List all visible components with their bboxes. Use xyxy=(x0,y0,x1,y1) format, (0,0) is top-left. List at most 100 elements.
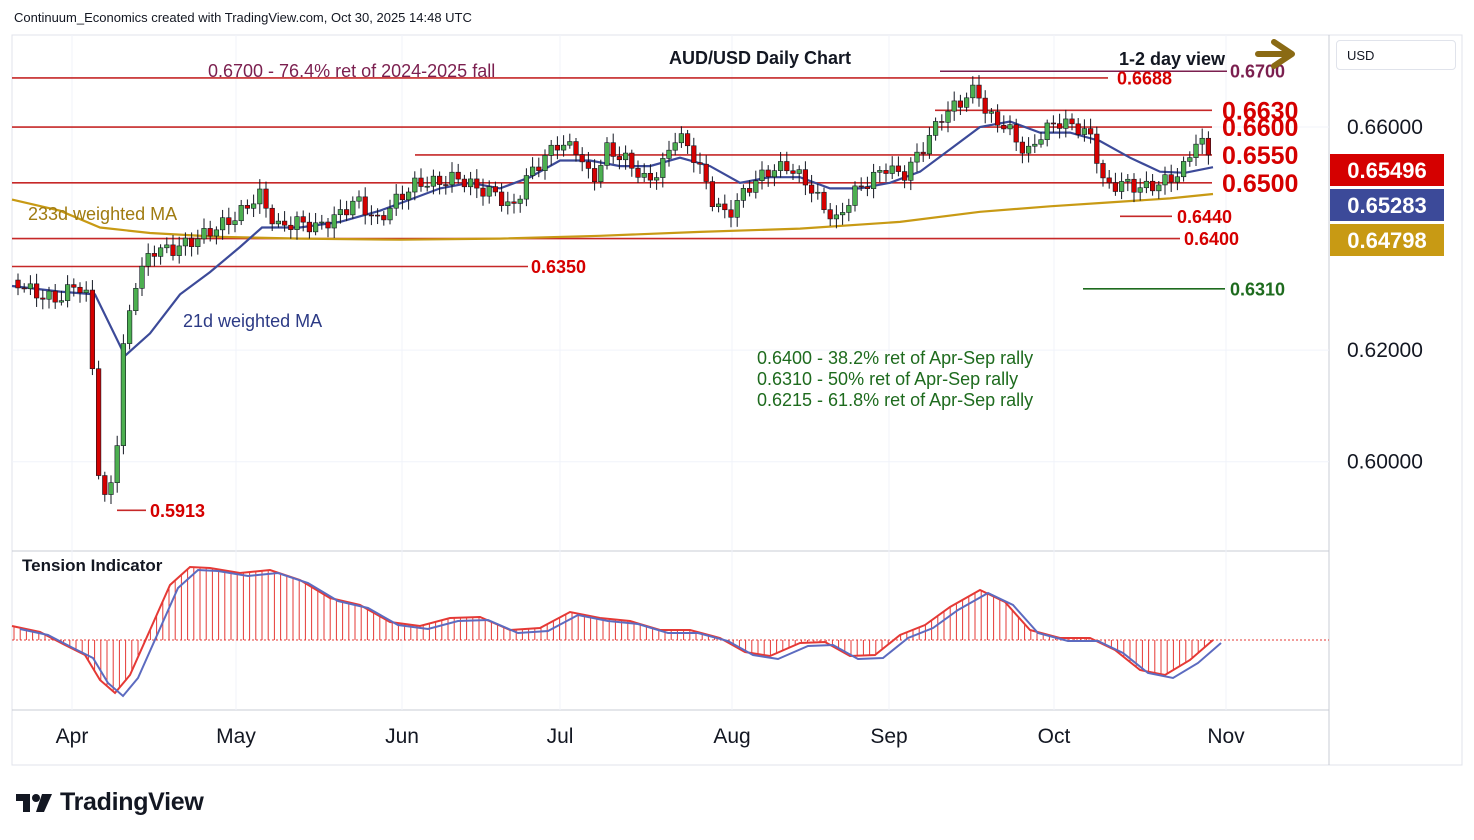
candle-body xyxy=(970,84,976,99)
candle-body xyxy=(684,133,691,147)
candle-body xyxy=(15,279,21,289)
candle-body xyxy=(858,185,864,188)
candle-body xyxy=(281,220,288,226)
candle-body xyxy=(176,245,182,256)
candle-body xyxy=(883,170,889,174)
candle-body xyxy=(1044,122,1050,140)
candle-body xyxy=(827,209,833,220)
x-tick-label: Nov xyxy=(1207,725,1245,748)
candle-body xyxy=(120,343,126,446)
candle-body xyxy=(932,121,939,136)
candle-body xyxy=(343,209,350,216)
candle-body xyxy=(1199,137,1205,145)
chart-title: AUD/USD Daily Chart xyxy=(669,48,851,68)
candle-body xyxy=(1131,178,1137,193)
ma233-path xyxy=(11,192,1214,241)
tradingview-logo[interactable]: TradingView xyxy=(14,788,204,817)
ma233-line xyxy=(11,192,1214,241)
candle-body xyxy=(1137,187,1143,193)
candle-body xyxy=(1057,123,1063,129)
candle-body xyxy=(796,169,802,174)
candle-body xyxy=(815,191,821,194)
tension-label: Tension Indicator xyxy=(22,556,163,575)
candle-body xyxy=(734,200,740,218)
candle-body xyxy=(232,220,238,225)
support-resistance-levels: 0.67000.66880.66300.66000.65500.65000.64… xyxy=(12,62,1298,521)
candle-body xyxy=(1150,180,1156,192)
chart-header: Continuum_Economics created with Trading… xyxy=(14,10,472,25)
candle-body xyxy=(1205,137,1211,156)
candle-body xyxy=(486,186,492,197)
candle-body xyxy=(728,209,734,218)
candle-body xyxy=(1156,184,1162,192)
x-tick-label: Jun xyxy=(385,725,419,748)
tension-indicator xyxy=(11,565,1329,698)
candle-body xyxy=(102,475,108,495)
candle-body xyxy=(449,171,455,186)
candle-body xyxy=(1050,122,1056,125)
candle-body xyxy=(951,100,957,112)
candle-body xyxy=(498,191,505,206)
level-label: 0.6688 xyxy=(1117,68,1172,88)
candle-body xyxy=(616,156,622,161)
candle-body xyxy=(350,200,356,216)
candle-body xyxy=(598,165,604,182)
candle-body xyxy=(306,221,313,233)
retracement-note-1: 0.6400 - 38.2% ret of Apr-Sep rally xyxy=(757,348,1033,368)
candle-body xyxy=(567,141,573,146)
candle-body xyxy=(908,161,914,181)
candle-body xyxy=(864,186,870,189)
candle-body xyxy=(604,142,610,166)
arrow-right-icon xyxy=(1255,39,1295,69)
candle-body xyxy=(691,145,697,163)
candle-body xyxy=(312,222,319,233)
candle-body xyxy=(220,217,226,231)
ma233-label: 233d weighted MA xyxy=(28,204,177,224)
candle-body xyxy=(610,142,616,157)
candle-body xyxy=(1038,139,1044,145)
candle-body xyxy=(201,228,207,240)
candle-body xyxy=(839,212,846,216)
candle-body xyxy=(1007,124,1013,130)
x-tick-label: Sep xyxy=(870,725,907,748)
candle-body xyxy=(33,283,40,299)
candle-body xyxy=(65,284,71,301)
candle-body xyxy=(158,247,164,257)
candle-body xyxy=(362,196,368,216)
x-tick-label: Oct xyxy=(1038,725,1071,748)
candle-body xyxy=(474,178,480,189)
candle-body xyxy=(877,170,883,173)
candle-body xyxy=(746,188,753,193)
candle-body xyxy=(393,193,399,209)
candle-body xyxy=(46,290,52,300)
candle-body xyxy=(195,238,201,247)
candle-body xyxy=(182,237,189,247)
candle-body xyxy=(529,166,536,176)
candle-body xyxy=(114,445,120,484)
tradingview-brand: TradingView xyxy=(60,788,204,816)
candle-body xyxy=(164,244,170,249)
candle-body xyxy=(790,170,796,174)
currency-selector[interactable]: USD xyxy=(1336,40,1456,70)
candle-body xyxy=(833,214,839,220)
candle-body xyxy=(914,151,920,163)
candle-body xyxy=(207,228,213,237)
candle-body xyxy=(536,166,542,171)
candle-body xyxy=(263,188,269,209)
candle-body xyxy=(771,170,777,178)
candle-body xyxy=(492,186,499,193)
candle-body xyxy=(1013,124,1019,143)
candle-body xyxy=(58,300,64,303)
candle-body xyxy=(436,175,443,185)
ma21-label: 21d weighted MA xyxy=(183,311,322,331)
candle-body xyxy=(331,214,337,229)
candle-body xyxy=(238,205,244,222)
candle-body xyxy=(319,221,325,224)
candlesticks xyxy=(15,75,1211,504)
candle-body xyxy=(901,171,908,181)
tradingview-logo-icon xyxy=(16,793,52,812)
level-label: 0.5913 xyxy=(150,501,205,521)
candle-body xyxy=(1088,128,1094,135)
candle-body xyxy=(461,178,468,188)
